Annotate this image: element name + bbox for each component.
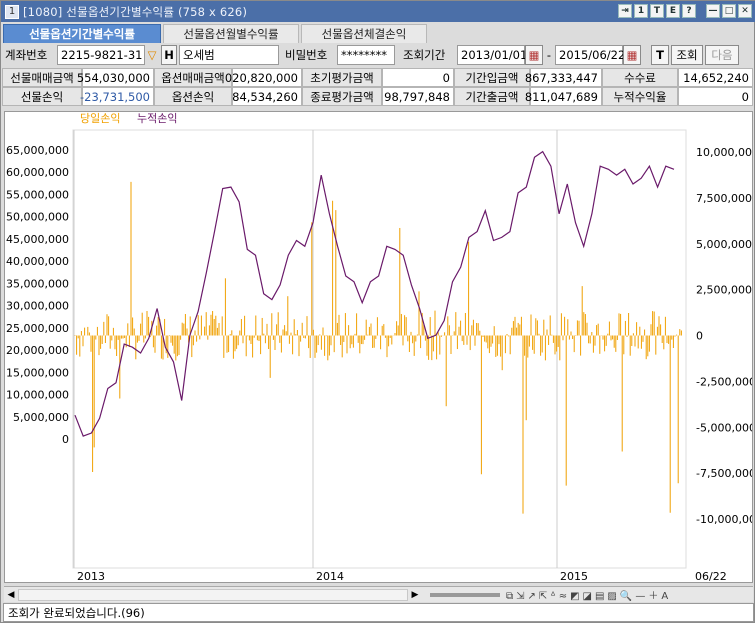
cumulative-return-value: 0 (678, 87, 753, 106)
t-button[interactable]: T (650, 4, 664, 18)
y-left-tick: 25,000,000 (6, 322, 69, 335)
one-button[interactable]: 1 (634, 4, 648, 18)
zoom-slider[interactable] (430, 592, 500, 597)
y-left-tick: 10,000,000 (6, 389, 69, 402)
y-left-tick: 15,000,000 (6, 366, 69, 379)
deposit-value: 867,333,447 (525, 68, 602, 87)
date-separator: - (546, 48, 552, 62)
account-name-field: 오세범 (179, 45, 279, 65)
final-eval-label: 종료평가금액 (302, 87, 382, 106)
options-pnl-value: 84,534,260 (232, 87, 302, 106)
y-right-tick: -2,500,000 (696, 375, 752, 388)
legend-cumulative: 누적손익 (137, 112, 177, 125)
futures-pnl-value: -23,731,500 (80, 87, 154, 106)
deposit-label: 기간입금액 (454, 68, 530, 87)
y-left-tick: 5,000,000 (13, 411, 69, 424)
commission-label: 수수료 (602, 68, 678, 87)
x-tick: 2013 (77, 570, 105, 582)
chart-tool-icons[interactable]: ⧉⇲↗⇱ᐞ≈◩◪▤▨🔍—＋A (506, 591, 672, 602)
options-trade-value: 020,820,000 (225, 68, 302, 87)
chart-scrollbar[interactable]: ◀ ▶ ⧉⇲↗⇱ᐞ≈◩◪▤▨🔍—＋A (4, 586, 753, 602)
h-button[interactable]: H (161, 45, 177, 65)
y-left-tick: 50,000,000 (6, 211, 69, 224)
futures-pnl-label: 선물손익 (2, 87, 82, 106)
y-right-tick: -7,500,000 (696, 467, 752, 480)
y-left-tick: 35,000,000 (6, 277, 69, 290)
help-button[interactable]: ? (682, 4, 696, 18)
scroll-left-icon[interactable]: ◀ (7, 589, 15, 600)
y-right-tick: 5,000,000 (696, 238, 752, 251)
title-bar: 1 [1080] 선물옵션기간별수익률 (758 x 626) ⇥ 1 T E … (1, 1, 755, 22)
query-form: 계좌번호 2215-9821-31 ▽ H 오세범 비밀번호 ******** … (1, 45, 755, 65)
x-tick: 2014 (316, 570, 344, 582)
y-right-tick: 7,500,000 (696, 192, 752, 205)
status-bar: 조회가 완료되었습니다.(96) (3, 603, 754, 622)
futures-trade-value: 554,030,000 (77, 68, 154, 87)
tab-bar: 선물옵션기간별수익률 선물옵션월별수익률 선물옵션체결손익 (3, 24, 427, 43)
tab-period-return[interactable]: 선물옵션기간별수익률 (3, 24, 161, 43)
t-button[interactable]: T (651, 45, 669, 65)
y-right-tick: -10,000,000 (696, 513, 752, 526)
x-tick: 06/22 (695, 570, 727, 582)
legend-daily: 당일손익 (80, 112, 120, 125)
y-left-tick: 55,000,000 (6, 188, 69, 201)
y-left-tick: 20,000,000 (6, 344, 69, 357)
account-field[interactable]: 2215-9821-31 (57, 45, 145, 65)
link-icon[interactable]: ⇥ (618, 4, 632, 18)
y-right-tick: -5,000,000 (696, 421, 752, 434)
y-left-tick: 0 (62, 433, 69, 446)
final-eval-value: 98,797,848 (382, 87, 454, 106)
cumulative-line (74, 150, 675, 437)
tab-monthly-return[interactable]: 선물옵션월별수익률 (163, 24, 299, 43)
y-left-tick: 45,000,000 (6, 233, 69, 246)
tab-execution-pnl[interactable]: 선물옵션체결손익 (301, 24, 427, 43)
commission-value: 14,652,240 (678, 68, 753, 87)
options-trade-label: 옵션매매금액 (154, 68, 232, 87)
withdrawal-label: 기간출금액 (454, 87, 530, 106)
dropdown-icon[interactable]: ▽ (147, 48, 157, 62)
calendar-icon[interactable]: ▦ (623, 45, 641, 65)
y-left-tick: 60,000,000 (6, 166, 69, 179)
title-buttons: ⇥ 1 T E ? — □ ✕ (618, 4, 752, 18)
x-tick: 2015 (560, 570, 588, 582)
maximize-button[interactable]: □ (722, 4, 736, 18)
search-button[interactable]: 조회 (671, 45, 703, 65)
y-left-tick: 30,000,000 (6, 300, 69, 313)
initial-eval-label: 초기평가금액 (302, 68, 382, 87)
scroll-right-icon[interactable]: ▶ (411, 589, 419, 600)
initial-eval-value: 0 (382, 68, 454, 87)
pnl-chart[interactable]: 65,000,000 60,000,000 55,000,000 50,000,000… (4, 111, 755, 583)
password-label: 비밀번호 (285, 48, 328, 62)
plot-area (72, 129, 687, 569)
options-pnl-label: 옵션손익 (154, 87, 232, 106)
y-left-tick: 65,000,000 (6, 144, 69, 157)
withdrawal-value: 811,047,689 (525, 87, 602, 106)
next-button[interactable]: 다음 (705, 45, 739, 65)
y-right-tick: 2,500,000 (696, 284, 752, 297)
y-left-tick: 40,000,000 (6, 255, 69, 268)
password-field[interactable]: ******** (337, 45, 395, 65)
period-label: 조회기간 (403, 48, 446, 62)
y-right-tick: 0 (696, 330, 703, 343)
minimize-button[interactable]: — (706, 4, 720, 18)
scroll-track[interactable] (18, 588, 408, 601)
e-button[interactable]: E (666, 4, 680, 18)
futures-trade-label: 선물매매금액 (2, 68, 82, 87)
calendar-icon[interactable]: ▦ (525, 45, 543, 65)
window-title: [1080] 선물옵션기간별수익률 (758 x 626) (23, 4, 248, 19)
chart-svg: 65,000,000 60,000,000 55,000,000 50,000,000… (6, 111, 755, 583)
window-number: 1 (5, 4, 19, 19)
account-label: 계좌번호 (5, 48, 48, 62)
y-right-tick: 10,000,000 (696, 146, 752, 159)
cumulative-return-label: 누적수익율 (602, 87, 678, 106)
date-from-field[interactable]: 2013/01/01 (457, 45, 527, 65)
close-button[interactable]: ✕ (738, 4, 752, 18)
date-to-field[interactable]: 2015/06/22 (555, 45, 625, 65)
